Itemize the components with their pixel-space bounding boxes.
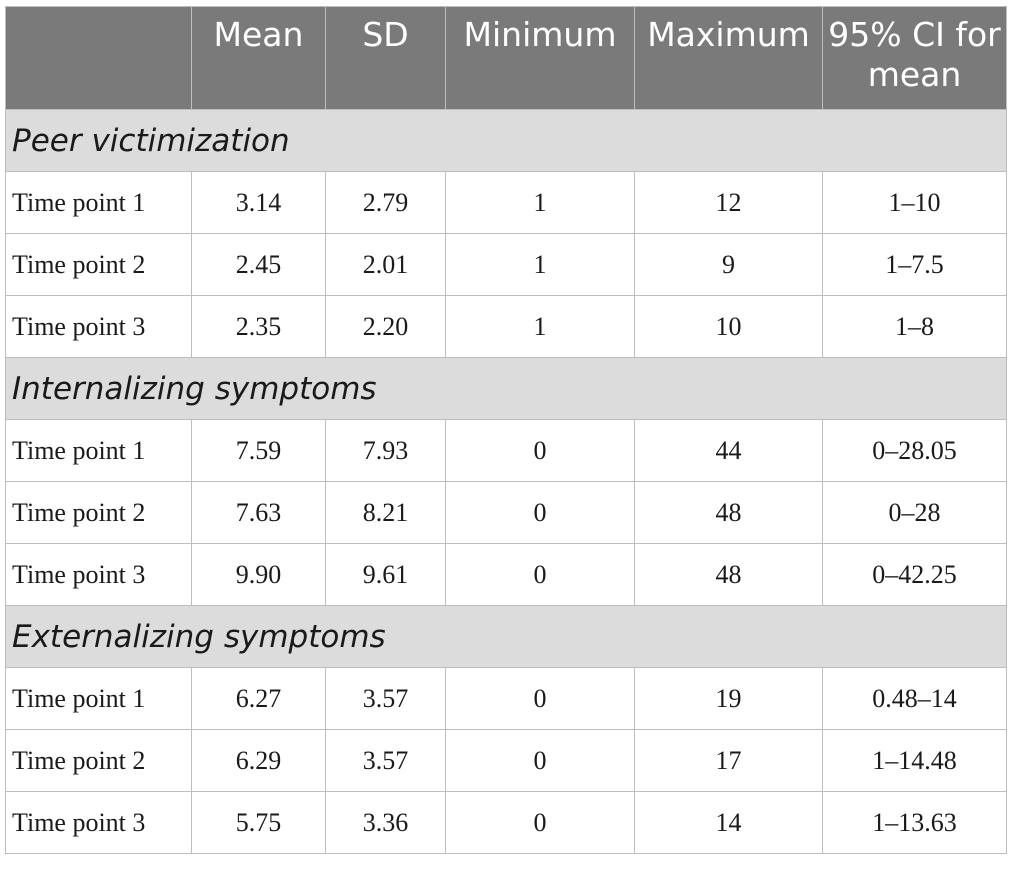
table-row: Time point 1 3.14 2.79 1 12 1–10 bbox=[5, 171, 1007, 234]
ci-cell: 1–13.63 bbox=[822, 791, 1007, 854]
table-row: Time point 3 9.90 9.61 0 48 0–42.25 bbox=[5, 543, 1007, 606]
ci-cell: 1–10 bbox=[822, 171, 1007, 234]
min-cell: 0 bbox=[445, 481, 635, 544]
sd-cell: 2.79 bbox=[325, 171, 446, 234]
section-row-externalizing-symptoms: Externalizing symptoms bbox=[5, 605, 1007, 668]
min-cell: 0 bbox=[445, 729, 635, 792]
row-label: Time point 2 bbox=[5, 729, 192, 792]
header-maximum: Maximum bbox=[634, 6, 823, 110]
table-row: Time point 2 7.63 8.21 0 48 0–28 bbox=[5, 481, 1007, 544]
row-label: Time point 2 bbox=[5, 233, 192, 296]
min-cell: 1 bbox=[445, 171, 635, 234]
ci-cell: 0–42.25 bbox=[822, 543, 1007, 606]
sd-cell: 8.21 bbox=[325, 481, 446, 544]
mean-cell: 6.29 bbox=[191, 729, 326, 792]
row-label: Time point 1 bbox=[5, 171, 192, 234]
table-row: Time point 2 2.45 2.01 1 9 1–7.5 bbox=[5, 233, 1007, 296]
max-cell: 9 bbox=[634, 233, 823, 296]
mean-cell: 2.35 bbox=[191, 295, 326, 358]
ci-cell: 1–14.48 bbox=[822, 729, 1007, 792]
table-row: Time point 1 7.59 7.93 0 44 0–28.05 bbox=[5, 419, 1007, 482]
min-cell: 0 bbox=[445, 419, 635, 482]
ci-cell: 0–28.05 bbox=[822, 419, 1007, 482]
min-cell: 0 bbox=[445, 543, 635, 606]
max-cell: 44 bbox=[634, 419, 823, 482]
header-sd: SD bbox=[325, 6, 446, 110]
mean-cell: 6.27 bbox=[191, 667, 326, 730]
table-row: Time point 3 5.75 3.36 0 14 1–13.63 bbox=[5, 791, 1007, 854]
sd-cell: 2.20 bbox=[325, 295, 446, 358]
max-cell: 48 bbox=[634, 543, 823, 606]
ci-cell: 0–28 bbox=[822, 481, 1007, 544]
sd-cell: 2.01 bbox=[325, 233, 446, 296]
sd-cell: 9.61 bbox=[325, 543, 446, 606]
ci-cell: 1–8 bbox=[822, 295, 1007, 358]
row-label: Time point 3 bbox=[5, 295, 192, 358]
ci-cell: 0.48–14 bbox=[822, 667, 1007, 730]
descriptive-statistics-table: Mean SD Minimum Maximum 95% CI for mean … bbox=[5, 6, 1007, 854]
min-cell: 0 bbox=[445, 667, 635, 730]
mean-cell: 2.45 bbox=[191, 233, 326, 296]
mean-cell: 7.63 bbox=[191, 481, 326, 544]
mean-cell: 3.14 bbox=[191, 171, 326, 234]
section-row-internalizing-symptoms: Internalizing symptoms bbox=[5, 357, 1007, 420]
mean-cell: 9.90 bbox=[191, 543, 326, 606]
max-cell: 17 bbox=[634, 729, 823, 792]
section-title: Internalizing symptoms bbox=[5, 357, 1007, 420]
row-label: Time point 1 bbox=[5, 667, 192, 730]
section-title: Peer victimization bbox=[5, 109, 1007, 172]
sd-cell: 3.36 bbox=[325, 791, 446, 854]
table-body: Peer victimization Time point 1 3.14 2.7… bbox=[5, 109, 1007, 854]
sd-cell: 3.57 bbox=[325, 729, 446, 792]
table-row: Time point 3 2.35 2.20 1 10 1–8 bbox=[5, 295, 1007, 358]
section-title: Externalizing symptoms bbox=[5, 605, 1007, 668]
min-cell: 1 bbox=[445, 233, 635, 296]
header-blank-cell bbox=[5, 6, 192, 110]
ci-cell: 1–7.5 bbox=[822, 233, 1007, 296]
table-row: Time point 2 6.29 3.57 0 17 1–14.48 bbox=[5, 729, 1007, 792]
row-label: Time point 3 bbox=[5, 791, 192, 854]
max-cell: 12 bbox=[634, 171, 823, 234]
min-cell: 1 bbox=[445, 295, 635, 358]
max-cell: 10 bbox=[634, 295, 823, 358]
header-ci: 95% CI for mean bbox=[822, 6, 1007, 110]
row-label: Time point 2 bbox=[5, 481, 192, 544]
max-cell: 19 bbox=[634, 667, 823, 730]
header-minimum: Minimum bbox=[445, 6, 635, 110]
max-cell: 14 bbox=[634, 791, 823, 854]
sd-cell: 7.93 bbox=[325, 419, 446, 482]
max-cell: 48 bbox=[634, 481, 823, 544]
mean-cell: 7.59 bbox=[191, 419, 326, 482]
table-header: Mean SD Minimum Maximum 95% CI for mean bbox=[5, 6, 1007, 110]
sd-cell: 3.57 bbox=[325, 667, 446, 730]
header-mean: Mean bbox=[191, 6, 326, 110]
table-row: Time point 1 6.27 3.57 0 19 0.48–14 bbox=[5, 667, 1007, 730]
mean-cell: 5.75 bbox=[191, 791, 326, 854]
header-row: Mean SD Minimum Maximum 95% CI for mean bbox=[5, 6, 1007, 110]
row-label: Time point 3 bbox=[5, 543, 192, 606]
min-cell: 0 bbox=[445, 791, 635, 854]
section-row-peer-victimization: Peer victimization bbox=[5, 109, 1007, 172]
row-label: Time point 1 bbox=[5, 419, 192, 482]
